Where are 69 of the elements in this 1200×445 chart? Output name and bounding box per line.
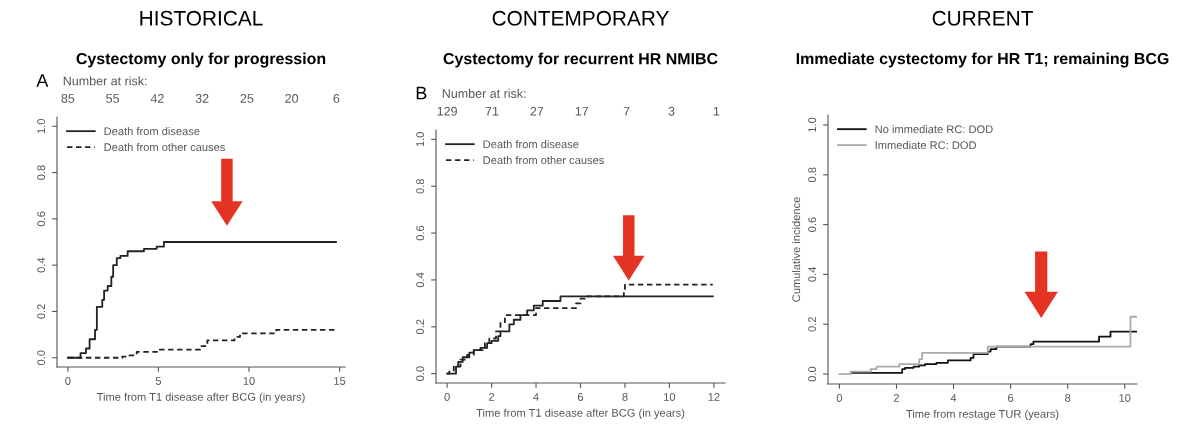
- text: 85: [61, 94, 75, 103]
- chart-subtitle: Cystectomy only for progression: [76, 52, 326, 68]
- y-axis-title: Cumulative incidence: [792, 197, 801, 302]
- text: 17: [575, 106, 589, 116]
- x-tick-label: 15: [334, 377, 346, 385]
- legend-label: Death from other causes: [104, 142, 225, 152]
- x-tick-label: 2: [489, 393, 495, 401]
- chart-title: CONTEMPORARY: [492, 10, 669, 26]
- text: 55: [106, 94, 120, 103]
- x-tick-label: 5: [155, 377, 162, 385]
- x-tick-label: 6: [577, 393, 584, 401]
- text: 71: [485, 106, 499, 116]
- x-tick-label: 8: [1065, 394, 1071, 402]
- x-tick-label: 6: [1008, 394, 1014, 402]
- x-tick-label: 4: [533, 393, 539, 401]
- x-tick-label: 10: [664, 393, 676, 401]
- y-tick-label: 0.0: [416, 366, 425, 381]
- x-tick-label: 10: [1119, 394, 1131, 402]
- text: 42: [150, 94, 164, 103]
- y-tick-label: 0.6: [37, 211, 46, 227]
- x-tick-label: 0: [836, 394, 843, 402]
- x-tick-label: 0: [65, 377, 71, 385]
- text: Number at risk:: [442, 88, 526, 98]
- x-tick-label: 8: [622, 393, 628, 401]
- text: 32: [195, 94, 209, 103]
- y-tick-label: 0.0: [37, 350, 46, 366]
- legend-label: Death from disease: [104, 127, 200, 136]
- text: 3: [668, 106, 675, 116]
- y-tick-label: 0.8: [808, 167, 817, 183]
- chart-title: CURRENT: [932, 10, 1033, 26]
- x-tick-label: 10: [243, 377, 255, 385]
- y-tick-label: 0.6: [416, 225, 425, 241]
- y-tick-label: 1.0: [808, 117, 817, 132]
- chart-subtitle: Immediate cystectomy for HR T1; remaining BCG: [796, 52, 1169, 68]
- y-tick-label: 0.0: [808, 366, 817, 382]
- text: A: [36, 74, 49, 87]
- text: Number at risk:: [63, 76, 147, 86]
- y-tick-label: 1.0: [416, 132, 425, 147]
- y-tick-label: 0.2: [808, 317, 817, 332]
- x-axis-title: Time from restage TUR (years): [906, 409, 1059, 420]
- y-tick-label: 0.8: [416, 178, 425, 194]
- text: 1: [713, 106, 720, 116]
- x-tick-label: 12: [708, 393, 720, 401]
- y-tick-label: 0.4: [416, 272, 425, 288]
- y-tick-label: 0.2: [37, 304, 46, 319]
- y-tick-label: 0.2: [416, 319, 425, 335]
- text: 7: [623, 106, 630, 116]
- legend-label: No immediate RC: DOD: [875, 125, 993, 134]
- chart-subtitle: Cystectomy for recurrent HR NMIBC: [443, 52, 718, 68]
- y-tick-label: 0.6: [808, 217, 817, 232]
- x-tick-label: 4: [950, 394, 957, 402]
- x-tick-label: 2: [893, 394, 900, 402]
- y-tick-label: 0.4: [37, 257, 46, 273]
- text: 27: [530, 106, 544, 116]
- text: 25: [240, 94, 254, 103]
- legend-label: Death from other causes: [483, 155, 604, 165]
- y-tick-label: 0.4: [808, 267, 817, 282]
- text: 20: [285, 94, 299, 103]
- text: 129: [437, 106, 457, 116]
- x-tick-label: 0: [444, 393, 450, 401]
- x-axis-title: Time from T1 disease after BCG (in years): [96, 392, 305, 403]
- text: 6: [333, 94, 340, 103]
- text: B: [416, 86, 427, 100]
- legend-label: Immediate RC: DOD: [875, 140, 977, 150]
- legend-label: Death from disease: [483, 140, 579, 149]
- x-axis-title: Time from T1 disease after BCG (in years): [476, 408, 685, 419]
- y-tick-label: 0.8: [37, 165, 46, 180]
- chart-title: HISTORICAL: [140, 10, 263, 26]
- y-tick-label: 1.0: [37, 118, 46, 134]
